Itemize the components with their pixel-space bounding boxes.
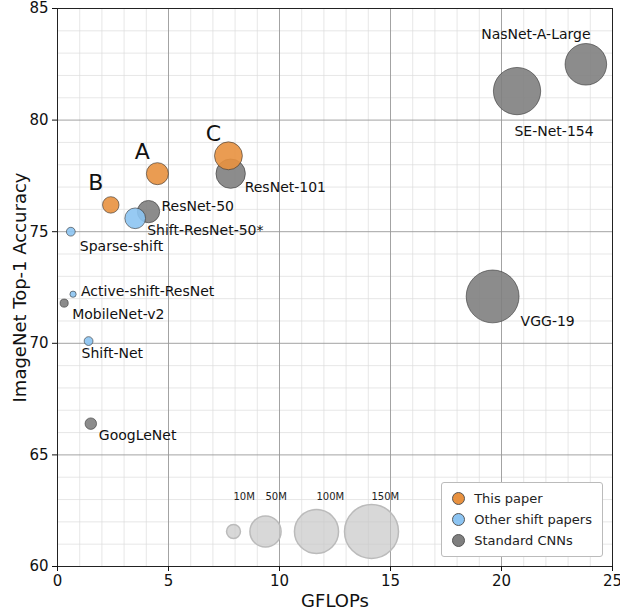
svg-text:15: 15	[381, 572, 400, 590]
svg-text:10: 10	[270, 572, 289, 590]
svg-text:70: 70	[29, 334, 48, 352]
svg-text:150M: 150M	[372, 491, 400, 502]
svg-text:NasNet-A-Large: NasNet-A-Large	[481, 26, 590, 42]
svg-text:85: 85	[29, 0, 48, 17]
svg-text:B: B	[88, 170, 103, 195]
svg-text:ImageNet Top-1 Accuracy: ImageNet Top-1 Accuracy	[9, 172, 30, 402]
svg-text:25: 25	[603, 572, 620, 590]
svg-text:10M: 10M	[234, 491, 255, 502]
svg-text:60: 60	[29, 557, 48, 575]
svg-text:5: 5	[164, 572, 174, 590]
svg-text:A: A	[135, 139, 150, 164]
svg-text:ResNet-101: ResNet-101	[245, 179, 326, 195]
svg-text:Active-shift-ResNet: Active-shift-ResNet	[81, 283, 215, 299]
svg-text:MobileNet-v2: MobileNet-v2	[72, 306, 164, 322]
svg-text:C: C	[206, 121, 221, 146]
svg-text:75: 75	[29, 223, 48, 241]
svg-text:100M: 100M	[317, 491, 345, 502]
svg-text:SE-Net-154: SE-Net-154	[514, 123, 593, 139]
html-text:This paper: This paper	[474, 491, 543, 506]
svg-text:Shift-ResNet-50*: Shift-ResNet-50*	[147, 222, 263, 238]
html-text:Standard CNNs: Standard CNNs	[474, 533, 573, 548]
svg-text:0: 0	[53, 572, 63, 590]
svg-text:20: 20	[492, 572, 511, 590]
svg-text:65: 65	[29, 446, 48, 464]
svg-text:Sparse-shift: Sparse-shift	[80, 238, 164, 254]
html-text:Other shift papers: Other shift papers	[474, 512, 592, 527]
svg-text:Shift-Net: Shift-Net	[82, 345, 144, 361]
svg-text:50M: 50M	[266, 491, 287, 502]
svg-text:GFLOPs: GFLOPs	[301, 590, 369, 611]
svg-text:GoogLeNet: GoogLeNet	[99, 427, 177, 443]
svg-text:ResNet-50: ResNet-50	[162, 198, 234, 214]
svg-text:VGG-19: VGG-19	[521, 313, 575, 329]
svg-text:80: 80	[29, 111, 48, 129]
